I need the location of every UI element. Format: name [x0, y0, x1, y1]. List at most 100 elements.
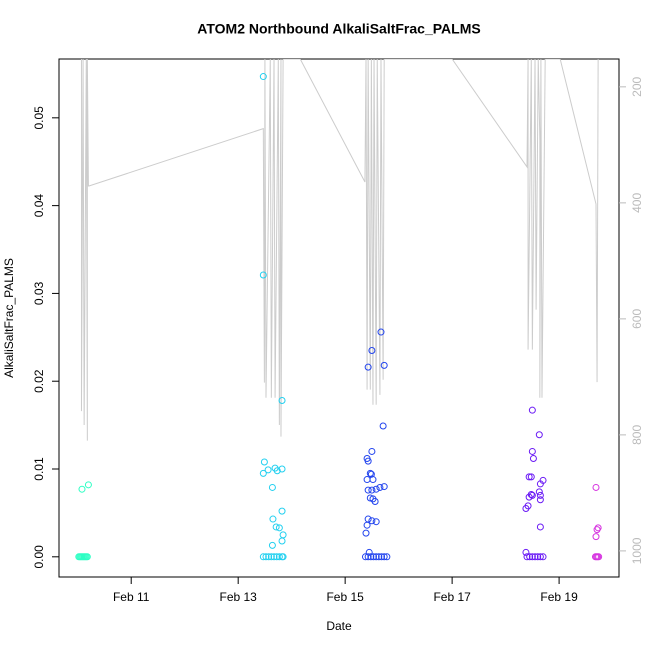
- data-point: [362, 529, 370, 537]
- y-tick-label: 0.02: [32, 369, 46, 393]
- data-point: [368, 346, 376, 354]
- data-point: [593, 526, 601, 534]
- data-point: [535, 431, 543, 439]
- data-point: [265, 553, 273, 561]
- data-point: [372, 553, 380, 561]
- x-tick-label: Feb 17: [433, 590, 471, 604]
- y-tick-label: 0.04: [32, 194, 46, 218]
- y-tick-label: 0.01: [32, 457, 46, 481]
- y-tick-label: 0.05: [32, 106, 46, 130]
- y-tick-label: 0.03: [32, 281, 46, 305]
- y-tick-label: 0.00: [32, 545, 46, 569]
- data-point: [278, 507, 286, 515]
- y2-tick-label: 200: [630, 77, 644, 97]
- data-point: [528, 406, 536, 414]
- data-point: [365, 548, 373, 556]
- data-point: [372, 485, 380, 493]
- data-point: [526, 553, 534, 561]
- data-point: [536, 553, 544, 561]
- x-tick-label: Feb 11: [113, 590, 150, 604]
- data-point: [595, 553, 603, 561]
- data-point: [379, 422, 387, 430]
- data-point: [259, 271, 267, 279]
- data-point: [529, 454, 537, 462]
- data-point: [264, 466, 272, 474]
- data-point: [528, 491, 536, 499]
- data-point: [592, 483, 600, 491]
- data-point: [272, 523, 280, 531]
- data-point: [278, 537, 286, 545]
- data-point: [364, 363, 372, 371]
- data-point: [380, 361, 388, 369]
- data-point: [268, 483, 276, 491]
- data-point: [375, 553, 383, 561]
- data-point: [364, 486, 372, 494]
- data-point: [364, 457, 372, 465]
- data-point: [535, 488, 543, 496]
- x-tick-label: Feb 13: [219, 590, 257, 604]
- data-point: [259, 469, 267, 477]
- data-point: [84, 481, 92, 489]
- data-point: [361, 553, 369, 561]
- plot-frame: [58, 58, 620, 578]
- data-point: [367, 553, 375, 561]
- data-point: [380, 553, 388, 561]
- data-point: [364, 515, 372, 523]
- y2-tick-label: 400: [630, 193, 644, 213]
- data-point: [536, 491, 544, 499]
- data-point: [267, 553, 275, 561]
- data-point: [377, 328, 385, 336]
- data-point: [279, 553, 287, 561]
- data-point: [369, 553, 377, 561]
- data-point: [368, 517, 376, 525]
- data-point: [278, 465, 286, 473]
- data-point: [259, 73, 267, 81]
- y-axis-label: AlkaliSaltFrac_PALMS: [2, 258, 16, 378]
- data-point: [523, 553, 531, 561]
- data-point: [259, 553, 267, 561]
- y2-tick-label: 800: [630, 425, 644, 445]
- data-point: [527, 473, 535, 481]
- x-axis-label: Date: [326, 619, 352, 633]
- data-point: [525, 473, 533, 481]
- chart-title: ATOM2 Northbound AlkaliSaltFrac_PALMS: [197, 21, 480, 37]
- data-point: [372, 518, 380, 526]
- data-point: [268, 541, 276, 549]
- pressure-line: [80, 59, 599, 441]
- data-point: [531, 553, 539, 561]
- y2-tick-label: 1000: [630, 537, 644, 564]
- data-point: [363, 521, 371, 529]
- data-point: [376, 483, 384, 491]
- data-point: [594, 524, 602, 532]
- data-point: [368, 447, 376, 455]
- data-point: [269, 515, 277, 523]
- data-point: [383, 553, 391, 561]
- x-tick-label: Feb 15: [326, 590, 364, 604]
- data-point: [275, 524, 283, 532]
- data-point: [368, 486, 376, 494]
- data-point: [279, 531, 287, 539]
- data-point: [522, 505, 530, 513]
- data-point: [270, 553, 278, 561]
- data-point: [278, 397, 286, 405]
- data-point: [528, 553, 536, 561]
- data-point: [536, 496, 544, 504]
- data-point: [534, 553, 542, 561]
- data-point: [528, 447, 536, 455]
- data-point: [363, 476, 371, 484]
- data-point: [380, 483, 388, 491]
- data-point: [539, 553, 547, 561]
- data-point: [536, 523, 544, 531]
- data-point: [539, 476, 547, 484]
- data-point: [378, 553, 386, 561]
- plot-area: [75, 59, 603, 561]
- data-point: [83, 553, 91, 561]
- data-point: [371, 497, 379, 505]
- data-point: [273, 467, 281, 475]
- data-point: [275, 553, 283, 561]
- data-point: [78, 485, 86, 493]
- y2-tick-label: 600: [630, 309, 644, 329]
- x-tick-label: Feb 19: [540, 590, 578, 604]
